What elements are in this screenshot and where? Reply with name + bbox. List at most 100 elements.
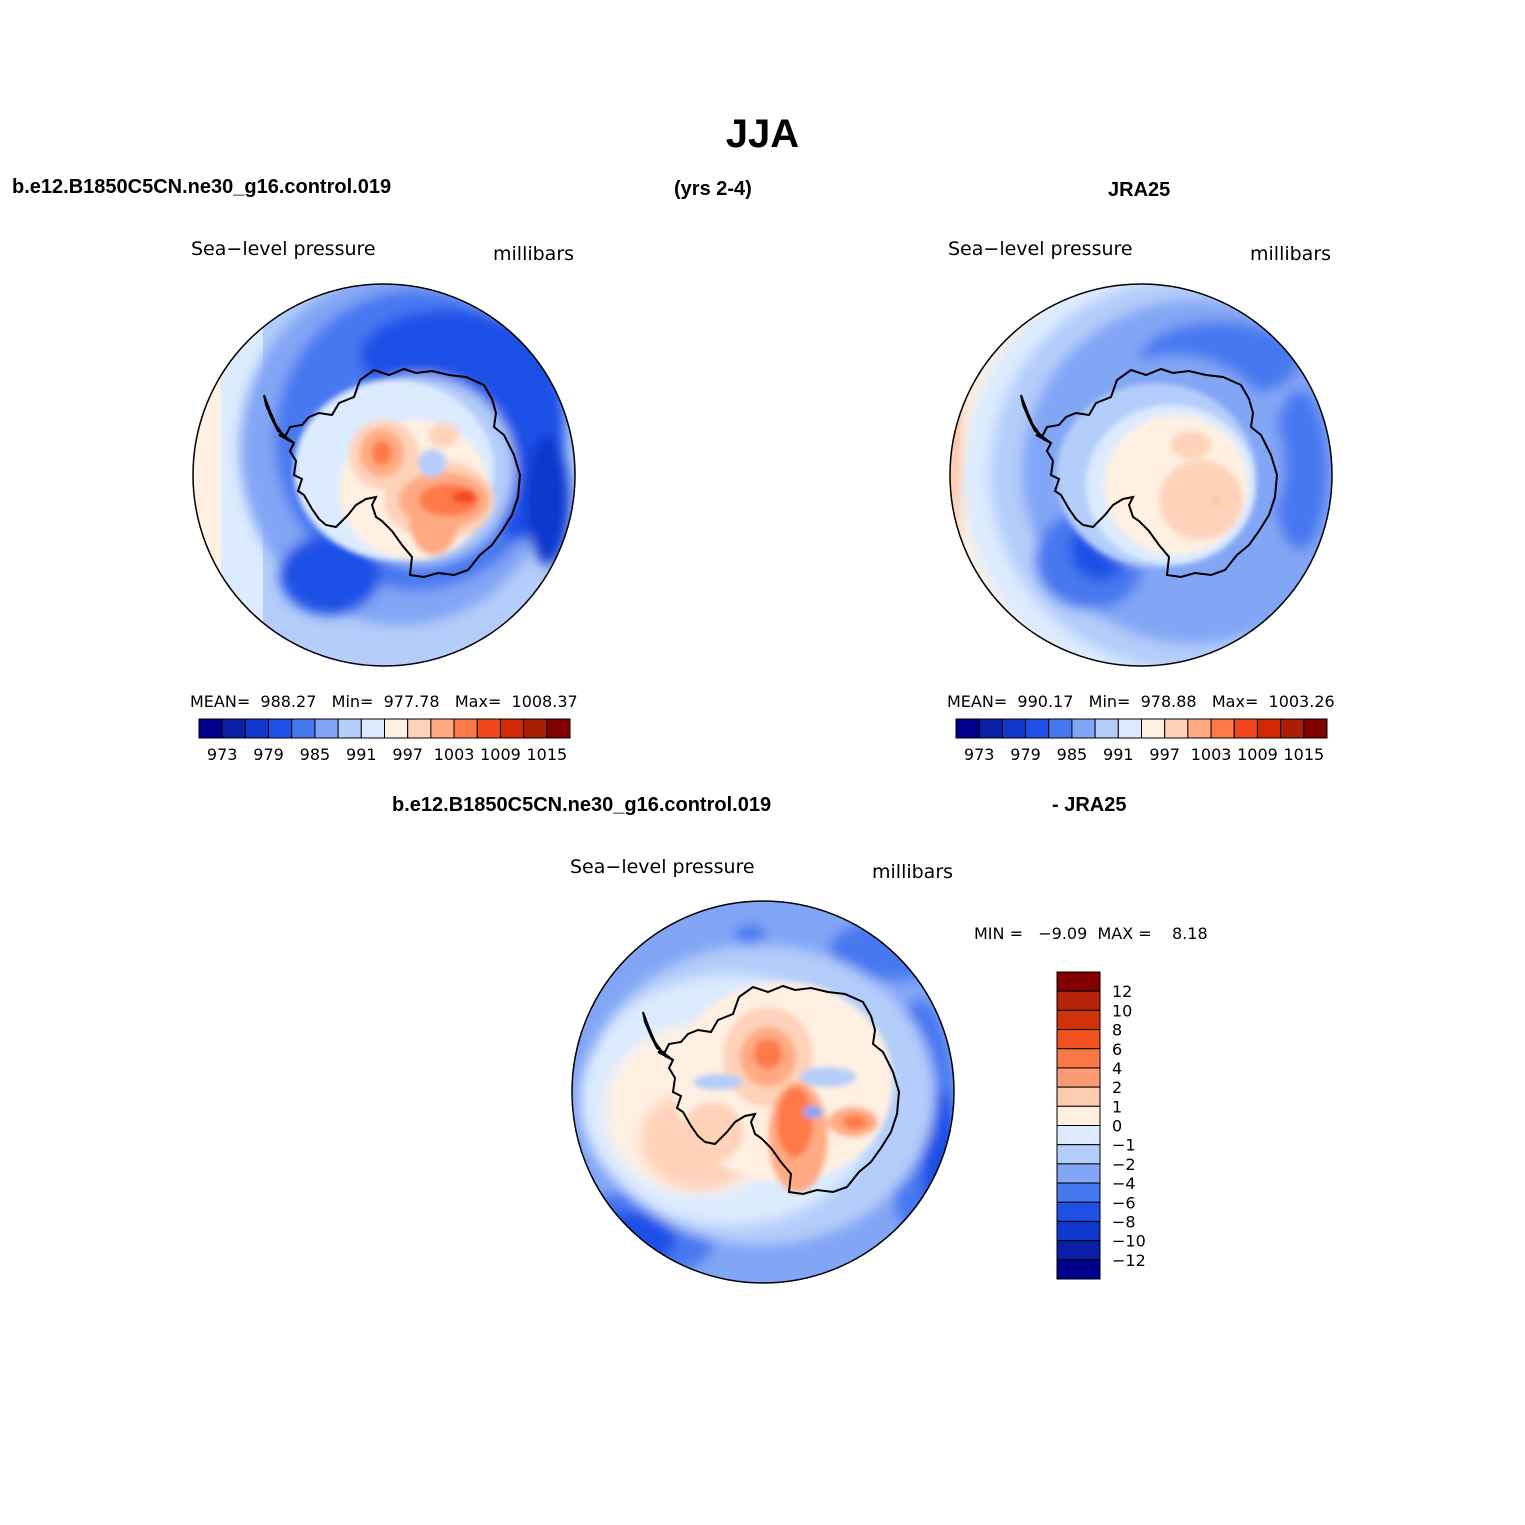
diff-units-label: millibars <box>872 861 954 883</box>
panel1-colorbar-swatch <box>430 718 455 739</box>
diff-case-name-label: b.e12.B1850C5CN.ne30_g16.control.019 <box>392 794 772 816</box>
diff-colorbar-swatch <box>1056 1240 1101 1261</box>
diff-colorbar-swatch <box>1056 1259 1101 1280</box>
panel2-colorbar-swatch <box>978 718 1003 739</box>
panel1-colorbar-tick-label: 1009 <box>480 745 521 764</box>
case-name-label: b.e12.B1850C5CN.ne30_g16.control.019 <box>12 176 392 198</box>
panel1-colorbar-tick-label: 1003 <box>434 745 475 764</box>
diff-colorbar-swatch <box>1056 1086 1101 1107</box>
obs-name-label: JRA25 <box>1108 179 1171 201</box>
panel1-units-label: millibars <box>493 243 575 265</box>
panel2-colorbar-swatch <box>1117 718 1142 739</box>
page-title: JJA <box>725 112 800 156</box>
diff-colorbar-tick-label: −12 <box>1112 1251 1146 1270</box>
diff-colorbar-swatch <box>1056 1182 1101 1203</box>
diff-colorbar-swatch <box>1056 1048 1101 1069</box>
diff-colorbar-tick-label: 4 <box>1112 1059 1122 1078</box>
panel2-stats: MEAN= 990.17 Min= 978.88 Max= 1003.26 <box>947 692 1335 711</box>
diff-stats: MIN = −9.09 MAX = 8.18 <box>974 924 1208 943</box>
diff-colorbar-tick-label: −6 <box>1112 1193 1136 1212</box>
panel1-colorbar-swatch <box>499 718 525 739</box>
panel1-colorbar-swatch <box>291 718 316 739</box>
panel1-colorbar-swatch <box>360 718 385 739</box>
panel2-colorbar-swatch <box>1141 718 1166 739</box>
diff-colorbar-tick-label: 12 <box>1112 982 1132 1001</box>
panel1-colorbar-tick-label: 997 <box>392 745 423 764</box>
panel1-colorbar-swatch <box>453 718 478 739</box>
panel2-colorbar-swatch <box>1303 718 1328 739</box>
panel2-colorbar-swatch <box>1210 718 1235 739</box>
panel1-colorbar-tick-label: 973 <box>207 745 238 764</box>
panel2-colorbar-swatch <box>1233 718 1258 739</box>
diff-colorbar-tick-label: −1 <box>1112 1136 1136 1155</box>
diff-colorbar-swatch <box>1056 1029 1101 1050</box>
panel2-colorbar-tick-label: 985 <box>1057 745 1088 764</box>
diff-colorbar-swatch <box>1056 1009 1101 1031</box>
panel2-colorbar-tick-label: 1015 <box>1283 745 1324 764</box>
diff-colorbar-tick-label: 1 <box>1112 1097 1122 1116</box>
panel1-colorbar-swatch <box>221 718 246 739</box>
diff-obs-name-label: - JRA25 <box>1052 794 1127 816</box>
panel1-colorbar-tick-label: 1015 <box>526 745 567 764</box>
panel2-map <box>949 283 1333 667</box>
diff-colorbar-tick-label: 2 <box>1112 1078 1122 1097</box>
panel1-colorbar-swatch <box>198 718 223 739</box>
diff-colorbar-tick-label: 0 <box>1112 1117 1122 1136</box>
panel2-colorbar-swatch <box>1164 718 1189 739</box>
panel2-variable-label: Sea−level pressure <box>948 238 1133 260</box>
panel2-colorbar-swatch <box>1071 718 1096 739</box>
panel1-colorbar-swatch <box>407 718 432 739</box>
diff-colorbar-tick-label: 10 <box>1112 1001 1132 1020</box>
diff-colorbar-swatch <box>1056 1220 1101 1242</box>
diff-colorbar-swatch <box>1056 1144 1101 1165</box>
diff-colorbar-swatch <box>1056 1067 1101 1088</box>
panel1-colorbar-swatch <box>337 718 362 739</box>
panel2-colorbar-swatch <box>1094 718 1119 739</box>
panel2-colorbar-swatch <box>1001 718 1027 739</box>
diff-map <box>571 900 955 1284</box>
diff-colorbar-swatch <box>1056 971 1101 992</box>
panel2-colorbar-swatch <box>1280 718 1305 739</box>
panel2-units-label: millibars <box>1250 243 1332 265</box>
diff-colorbar-swatch <box>1056 990 1101 1011</box>
panel1-colorbar: 973 979 985 991 997 1003 1009 1015 <box>198 718 571 764</box>
panel1-colorbar-tick-label: 991 <box>346 745 377 764</box>
panel1-map <box>192 283 576 667</box>
diff-variable-label: Sea−level pressure <box>570 856 755 878</box>
diff-colorbar-swatch <box>1056 1125 1101 1146</box>
panel1-colorbar-swatch <box>268 718 293 739</box>
panel1-colorbar-swatch <box>546 718 571 739</box>
panel2-colorbar-tick-label: 1009 <box>1237 745 1278 764</box>
panel1-colorbar-tick-label: 985 <box>300 745 331 764</box>
panel2-colorbar-tick-label: 979 <box>1010 745 1041 764</box>
panel1-colorbar-swatch <box>244 718 270 739</box>
panel1-colorbar-swatch <box>314 718 339 739</box>
panel2-colorbar-swatch <box>1048 718 1073 739</box>
diff-colorbar-swatch <box>1056 1201 1101 1222</box>
diff-colorbar-tick-label: −8 <box>1112 1212 1136 1231</box>
panel1-variable-label: Sea−level pressure <box>191 238 376 260</box>
panel2-colorbar-swatch <box>955 718 980 739</box>
years-label: (yrs 2-4) <box>674 178 752 200</box>
panel2-colorbar: 973 979 985 991 997 1003 1009 1015 <box>955 718 1328 764</box>
panel1-colorbar-swatch <box>384 718 409 739</box>
panel2-colorbar-swatch <box>1187 718 1212 739</box>
panel2-colorbar-tick-label: 991 <box>1103 745 1134 764</box>
panel1-colorbar-tick-label: 979 <box>253 745 284 764</box>
diff-colorbar-swatch <box>1056 1105 1101 1126</box>
diff-colorbar-tick-label: −10 <box>1112 1232 1146 1251</box>
diff-colorbar-tick-label: −4 <box>1112 1174 1136 1193</box>
panel1-colorbar-swatch <box>523 718 548 739</box>
diff-colorbar-swatch <box>1056 1163 1101 1184</box>
panel1-colorbar-swatch <box>476 718 501 739</box>
panel1-stats: MEAN= 988.27 Min= 977.78 Max= 1008.37 <box>190 692 578 711</box>
diff-colorbar-tick-label: 8 <box>1112 1021 1122 1040</box>
panel2-colorbar-swatch <box>1256 718 1282 739</box>
panel2-colorbar-swatch <box>1025 718 1050 739</box>
panel2-colorbar-tick-label: 1003 <box>1191 745 1232 764</box>
panel2-colorbar-tick-label: 997 <box>1149 745 1180 764</box>
diff-colorbar-tick-label: 6 <box>1112 1040 1122 1059</box>
diff-colorbar-tick-label: −2 <box>1112 1155 1136 1174</box>
